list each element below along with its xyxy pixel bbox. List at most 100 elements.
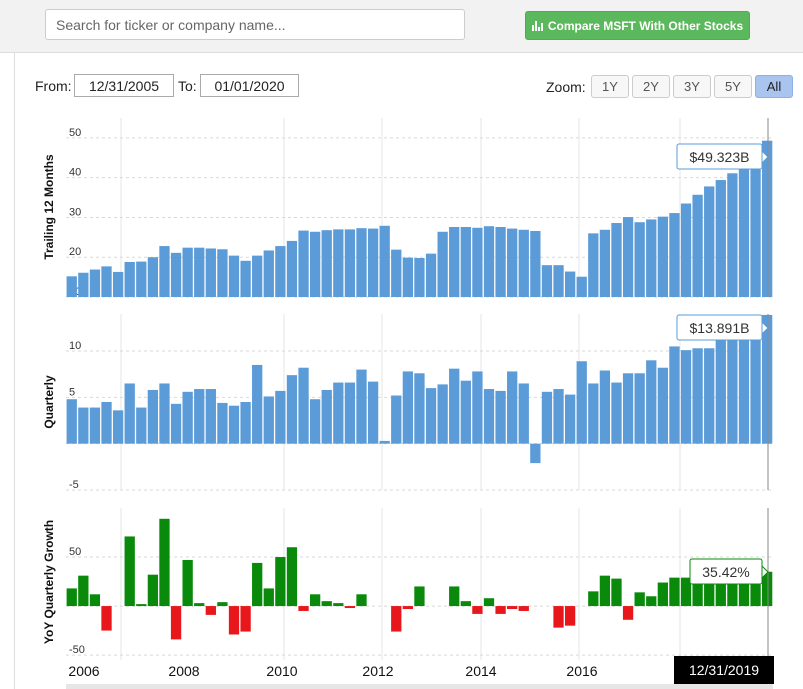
bar [78, 575, 89, 607]
bar [379, 440, 390, 444]
bar [321, 601, 332, 607]
bar [727, 339, 738, 444]
bar [391, 249, 402, 297]
bar [472, 606, 483, 614]
bar [518, 383, 529, 444]
zoom-5y-button[interactable]: 5Y [714, 75, 752, 98]
bar [147, 574, 159, 607]
bar [194, 247, 205, 297]
bar [101, 402, 112, 444]
bar [66, 399, 77, 444]
bar [321, 230, 332, 297]
bar [727, 584, 738, 607]
bar [634, 373, 645, 444]
zoom-1y-button[interactable]: 1Y [591, 75, 629, 98]
bar [564, 271, 576, 297]
tooltip-text: $49.323B [690, 149, 750, 165]
bar [159, 246, 170, 297]
bar [588, 233, 599, 297]
bar [170, 252, 182, 297]
bar [89, 407, 101, 444]
bar [182, 247, 193, 297]
bar [136, 604, 147, 607]
bar [321, 389, 332, 444]
bar [182, 391, 193, 444]
bar [541, 391, 553, 444]
bar [136, 261, 147, 297]
bar [425, 388, 437, 444]
bar [89, 269, 101, 297]
bar [402, 257, 413, 297]
bar [124, 383, 135, 444]
bar [437, 231, 448, 297]
date-label-text: 12/31/2019 [689, 662, 759, 678]
bar [170, 403, 182, 444]
bar [356, 594, 367, 607]
navigator-strip [66, 684, 773, 689]
bar [553, 606, 564, 628]
bar [414, 586, 425, 607]
bar [715, 338, 726, 444]
bar [704, 348, 715, 444]
bar [240, 402, 251, 444]
bar [518, 606, 529, 611]
bar [101, 266, 112, 297]
bar [402, 606, 413, 609]
y-tick-label: -50 [69, 644, 85, 656]
tooltip-pointer [761, 320, 769, 336]
compare-button[interactable]: Compare MSFT With Other Stocks [525, 11, 750, 40]
y-axis-label: Trailing 12 Months [42, 154, 56, 260]
zoom-label: Zoom: [546, 79, 586, 95]
x-tick-label: 2006 [68, 663, 99, 679]
bar [66, 588, 77, 607]
bar [240, 606, 251, 632]
bar [240, 260, 251, 297]
bar [680, 350, 692, 444]
bar [460, 226, 471, 297]
bar [692, 194, 703, 297]
bar [344, 229, 356, 297]
zoom-2y-button[interactable]: 2Y [632, 75, 670, 98]
bar [530, 443, 541, 464]
bar [402, 371, 413, 444]
bar [495, 226, 506, 297]
bar [205, 389, 216, 444]
bar [738, 165, 750, 297]
to-date-input[interactable]: 01/01/2020 [200, 74, 299, 97]
y-axis-label: YoY Quarterly Growth [42, 520, 56, 644]
bar [344, 606, 356, 609]
bar [622, 217, 634, 297]
search-input[interactable] [45, 9, 465, 40]
zoom-3y-button[interactable]: 3Y [673, 75, 711, 98]
bar [657, 367, 668, 444]
bar [124, 262, 135, 297]
bar [507, 606, 518, 609]
bar [147, 389, 159, 444]
bar [425, 253, 437, 297]
bar [599, 229, 611, 297]
from-date-input[interactable]: 12/31/2005 [74, 74, 174, 97]
bar [646, 596, 657, 607]
bar [228, 606, 240, 635]
bar [89, 594, 101, 607]
bar [275, 246, 286, 297]
bar [564, 606, 576, 626]
bar [252, 364, 263, 444]
zoom-all-button[interactable]: All [755, 75, 793, 98]
bar [715, 180, 726, 297]
y-tick-label: -5 [69, 479, 79, 491]
bar [286, 547, 298, 607]
bar [263, 396, 274, 444]
bar [762, 140, 773, 297]
bar [66, 276, 77, 297]
crosshair-date-label: 12/31/2019 [674, 656, 774, 684]
bar [646, 219, 657, 297]
bar [286, 240, 298, 297]
bar [680, 577, 692, 607]
bar [414, 258, 425, 297]
bar [344, 382, 356, 444]
bar [112, 410, 124, 444]
bar [680, 203, 692, 297]
